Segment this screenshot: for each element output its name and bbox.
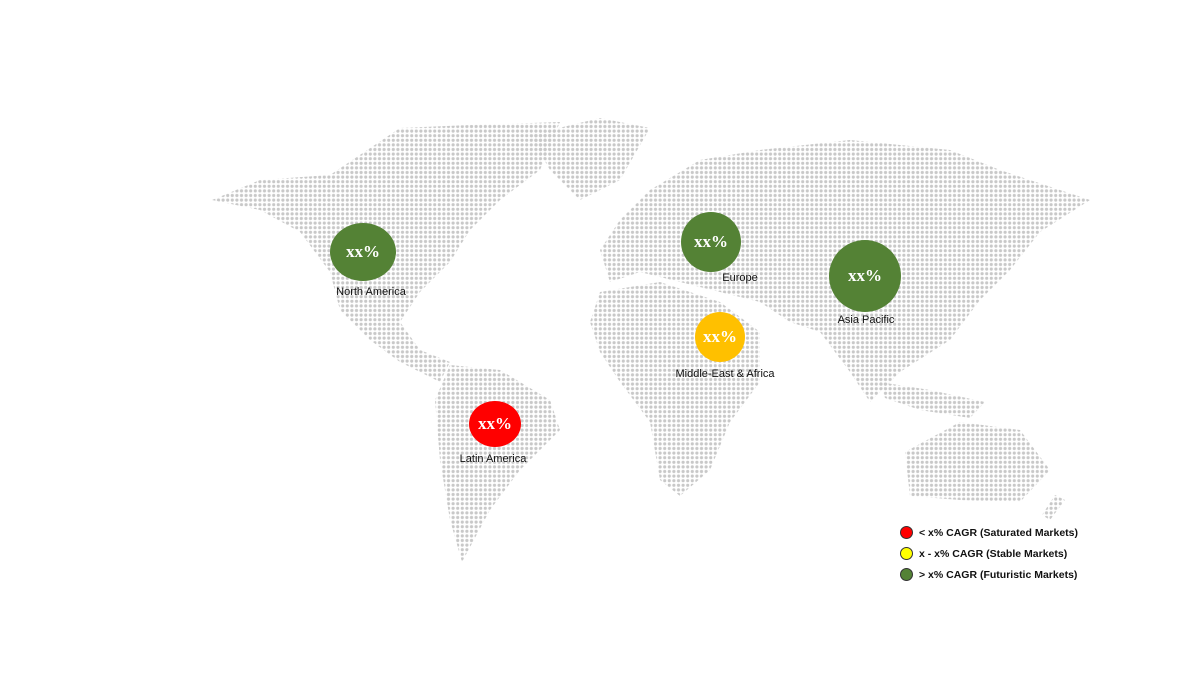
legend-item-futuristic: > x% CAGR (Futuristic Markets) — [900, 564, 1078, 585]
legend-label: < x% CAGR (Saturated Markets) — [919, 526, 1079, 539]
indonesia-land — [880, 382, 985, 418]
australia-land — [905, 422, 1050, 502]
legend-label: x - x% CAGR (Stable Markets) — [919, 547, 1068, 560]
greenland-land — [530, 118, 650, 200]
legend-item-saturated: < x% CAGR (Saturated Markets) — [900, 522, 1078, 543]
region-label-europe: Europe — [722, 272, 758, 284]
region-label-asia-pacific: Asia Pacific — [837, 314, 895, 326]
legend-item-stable: x - x% CAGR (Stable Markets) — [900, 543, 1078, 564]
region-bubble-middle-east-africa: xx% — [695, 312, 745, 362]
legend-swatch — [900, 547, 913, 560]
region-bubble-europe: xx% — [681, 212, 741, 272]
region-label-latin-america: Latin America — [459, 453, 527, 465]
south-america-land — [435, 365, 560, 562]
new-zealand-land — [1042, 495, 1065, 520]
region-label-middle-east-africa: Middle-East & Africa — [675, 368, 775, 380]
africa-land — [590, 282, 760, 496]
region-bubble-asia-pacific: xx% — [829, 240, 901, 312]
region-bubble-latin-america: xx% — [469, 401, 521, 447]
legend-swatch — [900, 526, 913, 539]
legend-swatch — [900, 568, 913, 581]
legend: < x% CAGR (Saturated Markets) x - x% CAG… — [900, 522, 1078, 585]
region-bubble-north-america: xx% — [330, 223, 396, 281]
region-label-north-america: North America — [336, 286, 406, 298]
legend-label: > x% CAGR (Futuristic Markets) — [919, 568, 1078, 581]
